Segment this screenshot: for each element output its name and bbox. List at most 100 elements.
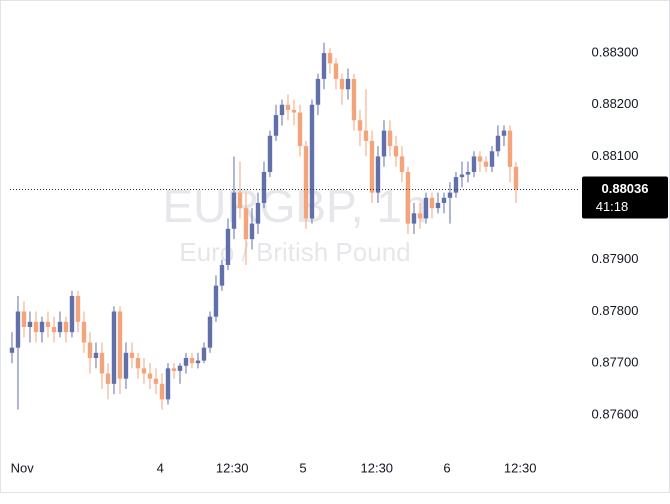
- candle-body: [171, 368, 177, 371]
- y-tick-label: 0.87900: [592, 251, 639, 266]
- candle-body: [471, 156, 477, 172]
- y-tick-label: 0.87800: [592, 303, 639, 318]
- candle-body: [297, 112, 303, 147]
- candle-body: [237, 192, 243, 209]
- candle-body: [363, 130, 369, 141]
- candle-body: [117, 311, 123, 379]
- candle-body: [315, 78, 321, 105]
- candle-body: [417, 213, 423, 219]
- candle-body: [369, 140, 375, 193]
- candle-body: [147, 373, 153, 379]
- x-tick-label: Nov: [11, 460, 35, 475]
- candle-body: [393, 146, 399, 157]
- candle-body: [183, 358, 189, 366]
- candle-body: [177, 365, 183, 371]
- candle-body: [123, 352, 129, 379]
- candle-body: [303, 146, 309, 219]
- watermark-title: EURGBP, 1h: [162, 180, 427, 232]
- candle-body: [255, 202, 261, 224]
- candle-body: [345, 78, 351, 90]
- x-tick-label: 12:30: [504, 460, 537, 475]
- candle-body: [99, 352, 105, 374]
- candle-body: [267, 135, 273, 172]
- candle-body: [387, 130, 393, 147]
- candle-body: [165, 368, 171, 400]
- candle-body: [21, 311, 27, 327]
- candle-body: [447, 192, 453, 198]
- candle-body: [153, 378, 159, 384]
- candle-body: [453, 177, 459, 193]
- candle-body: [195, 360, 201, 364]
- x-tick-label: 5: [299, 460, 306, 475]
- candle-body: [477, 156, 483, 162]
- candle-body: [69, 295, 75, 333]
- candle-body: [9, 347, 15, 353]
- y-tick-label: 0.88300: [592, 45, 639, 60]
- candle-body: [39, 321, 45, 333]
- candle-body: [219, 264, 225, 286]
- x-tick-label: 4: [157, 460, 164, 475]
- y-tick-label: 0.87600: [592, 406, 639, 421]
- candle-body: [231, 192, 237, 229]
- candle-body: [333, 63, 339, 79]
- candle-body: [309, 104, 315, 219]
- candle-body: [213, 285, 219, 317]
- countdown-label: 41:18: [596, 199, 629, 214]
- candle-body: [501, 130, 507, 136]
- candle-body: [375, 156, 381, 193]
- candle-body: [129, 352, 135, 359]
- x-tick-label: 12:30: [361, 460, 394, 475]
- candle-body: [513, 166, 519, 190]
- candle-body: [45, 321, 51, 327]
- candle-body: [159, 383, 165, 400]
- candle-body: [339, 78, 345, 90]
- candle-body: [51, 326, 57, 333]
- candle-body: [321, 53, 327, 79]
- candle-body: [207, 316, 213, 348]
- candle-body: [399, 156, 405, 172]
- candle-body: [351, 78, 357, 121]
- candle-body: [405, 171, 411, 224]
- last-price-box: [582, 176, 668, 219]
- candle-body: [273, 115, 279, 136]
- candle-body: [249, 223, 255, 240]
- candle-body: [327, 53, 333, 64]
- candle-body: [489, 151, 495, 167]
- candle-body: [75, 295, 81, 322]
- candle-body: [429, 197, 435, 209]
- last-price-label: 0.88036: [602, 181, 649, 196]
- candle-body: [357, 120, 363, 131]
- candle-body: [105, 373, 111, 384]
- candle-body: [225, 228, 231, 265]
- y-tick-label: 0.88100: [592, 148, 639, 163]
- candle-body: [141, 368, 147, 374]
- frame: [0, 0, 670, 493]
- candle-body: [261, 171, 267, 203]
- candle-body: [15, 311, 21, 348]
- candle-body: [111, 311, 117, 384]
- candle-body: [285, 104, 291, 110]
- candle-body: [381, 130, 387, 157]
- candle-body: [201, 347, 207, 361]
- y-tick-label: 0.88200: [592, 96, 639, 111]
- candle-body: [81, 321, 87, 343]
- candle-body: [243, 208, 249, 240]
- candle-body: [93, 352, 99, 359]
- candle-body: [279, 104, 285, 116]
- candle-body: [459, 174, 465, 178]
- watermark-subtitle: Euro / British Pound: [179, 237, 410, 267]
- candle-body: [63, 321, 69, 333]
- candle-body: [135, 358, 141, 369]
- candle-body: [495, 135, 501, 152]
- candle-body: [189, 358, 195, 364]
- x-tick-label: 6: [443, 460, 450, 475]
- candle-body: [465, 171, 471, 175]
- candle-body: [507, 130, 513, 167]
- y-tick-label: 0.87700: [592, 355, 639, 370]
- candle-body: [33, 321, 39, 333]
- candle-body: [483, 161, 489, 167]
- candle-body: [441, 197, 447, 203]
- candle-body: [87, 342, 93, 359]
- candle-body: [411, 213, 417, 224]
